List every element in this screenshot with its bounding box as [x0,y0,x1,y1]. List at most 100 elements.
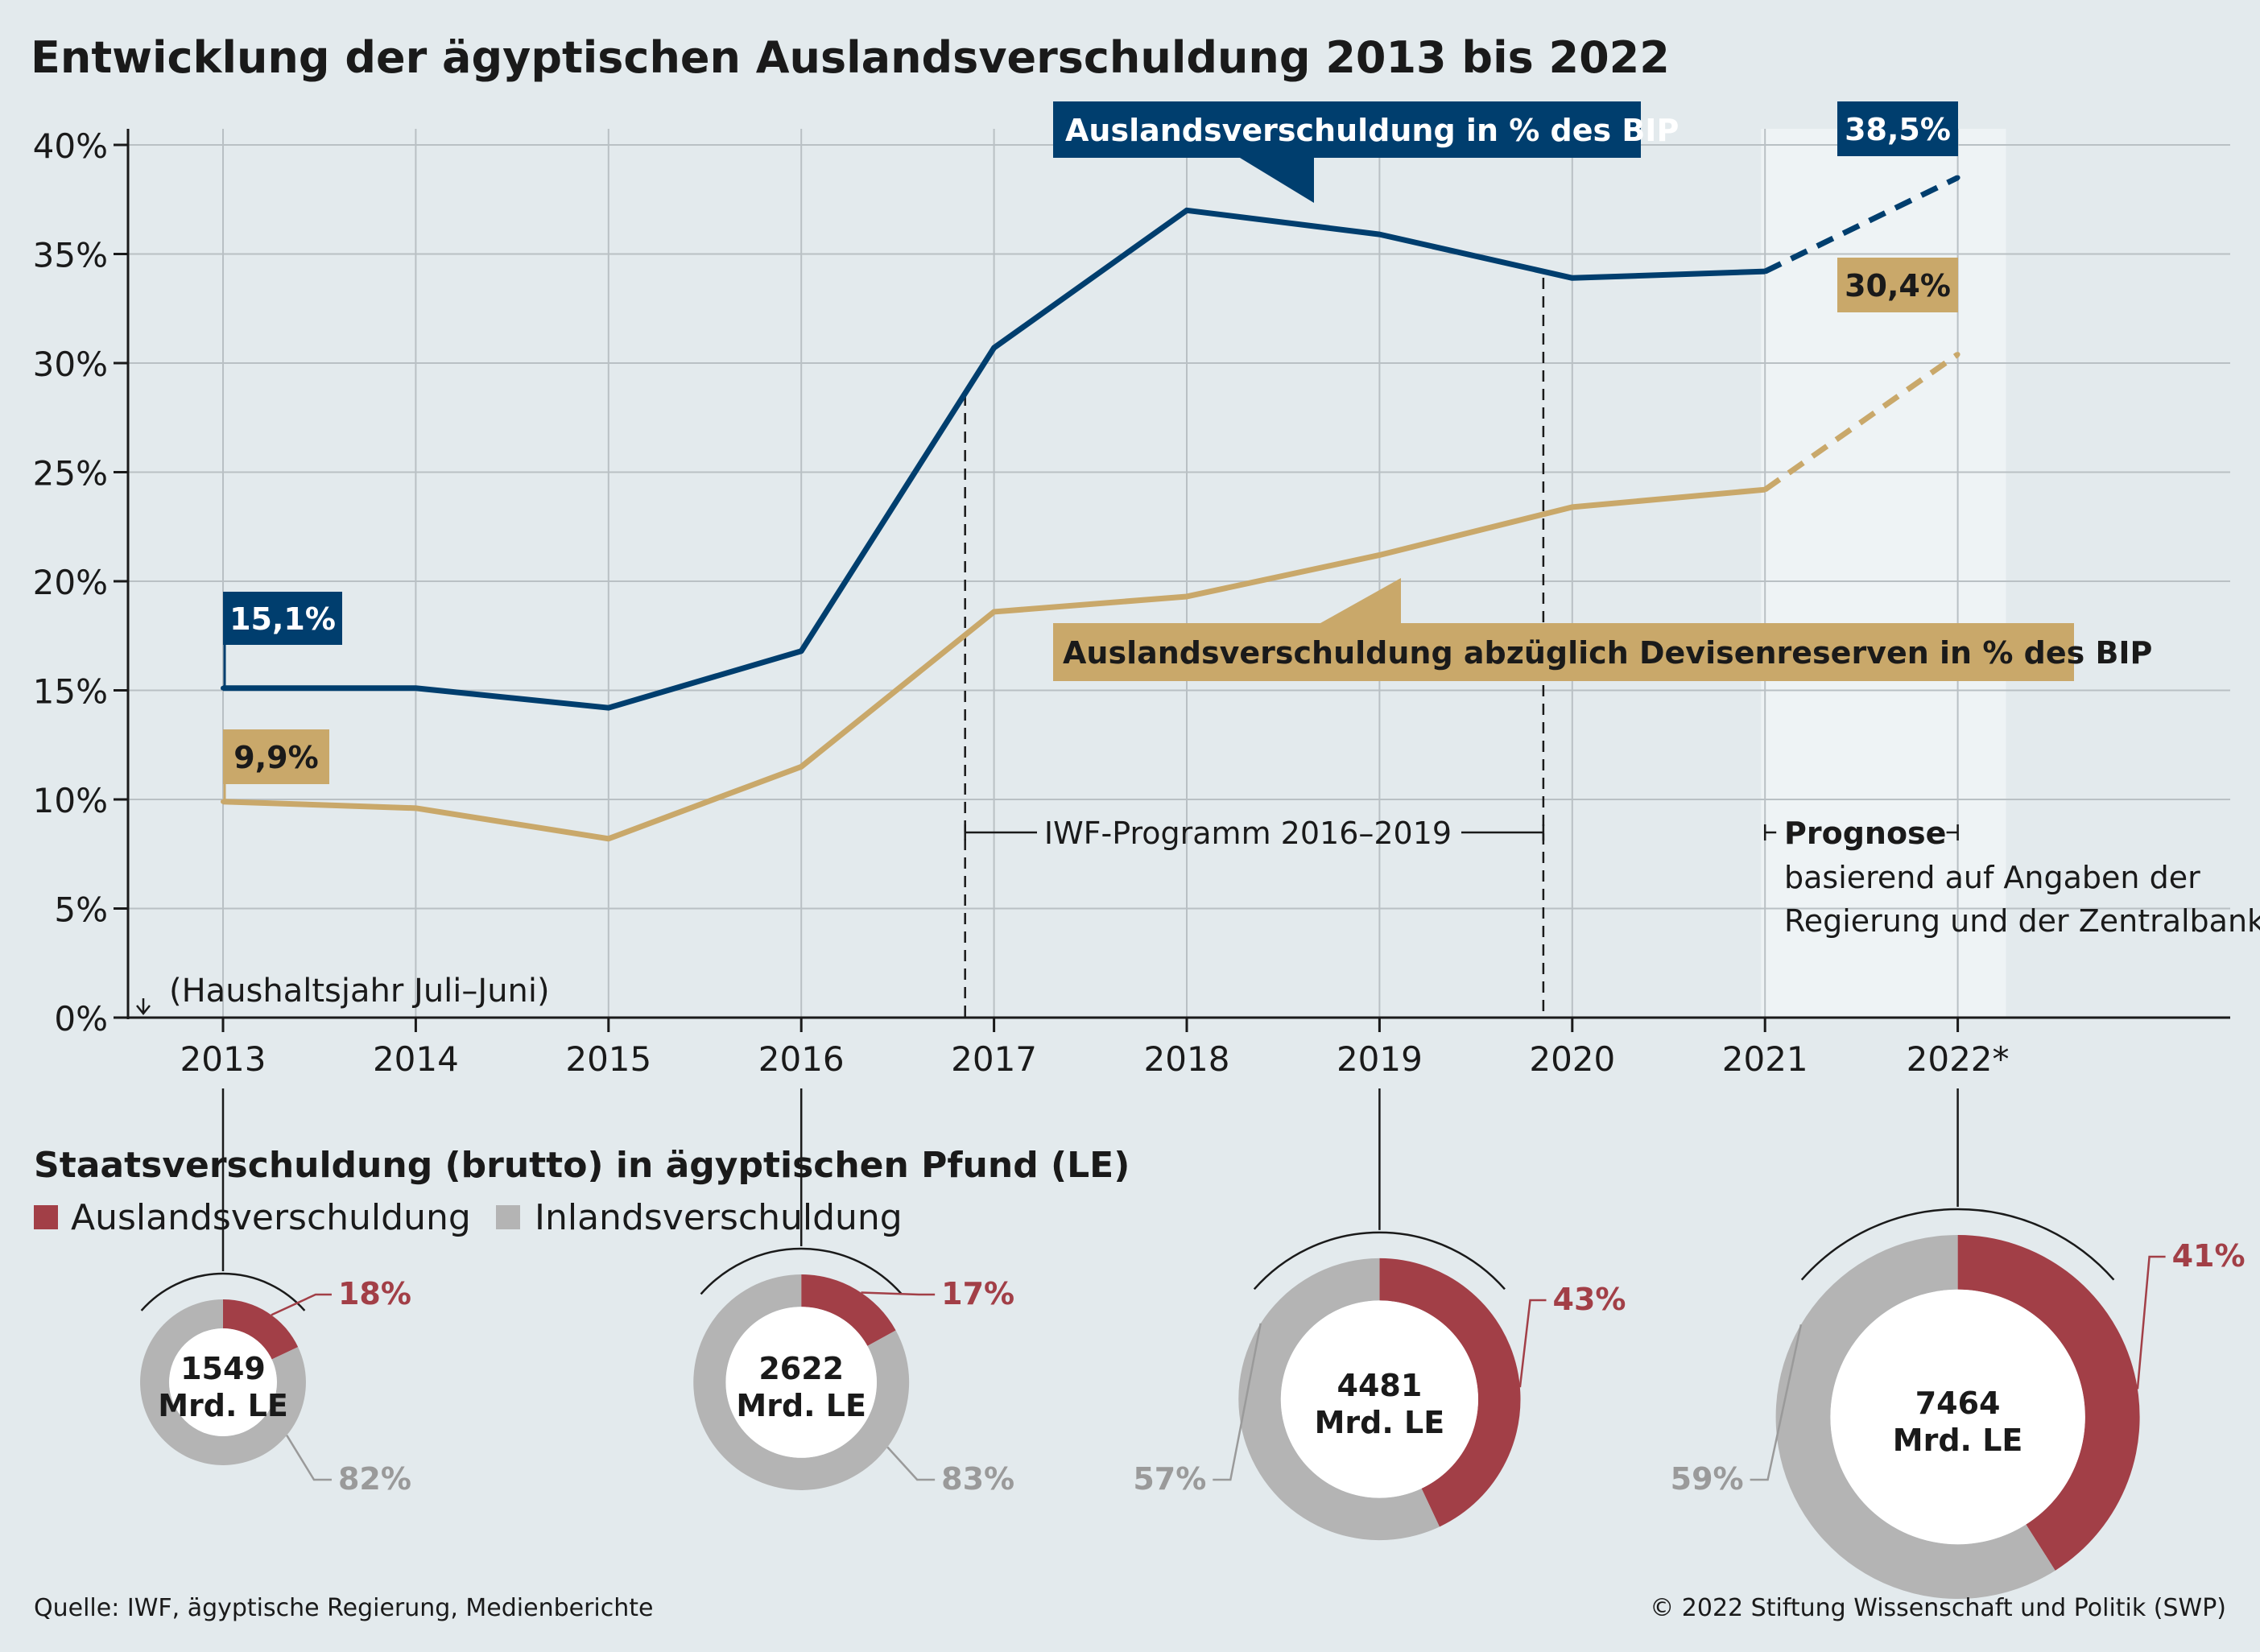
imf-program-label: IWF-Programm 2016–2019 [1044,816,1452,851]
data-point [1377,232,1382,237]
donut-unit: Mrd. LE [1893,1423,2023,1458]
donut-total: 7464 [1915,1386,2001,1421]
donut-hole [1280,1300,1478,1498]
domestic-pct-label: 82% [338,1461,411,1497]
legend-label-domestic: Inlandsverschuldung [535,1197,903,1238]
donut-bracket [140,1272,306,1311]
value-label-box [223,592,342,645]
donut-bracket [1253,1231,1506,1291]
y-tick-label: 30% [33,345,108,384]
x-tick-label: 2014 [373,1039,459,1079]
donut-slice-foreign [223,1299,299,1360]
domestic-pct-label: 57% [1133,1461,1206,1497]
domestic-leader [886,1446,936,1481]
donut-slice-foreign [801,1274,896,1346]
x-tick-label: 2016 [758,1039,845,1079]
donut-total: 2622 [758,1351,844,1386]
foreign-pct-label: 41% [2172,1238,2246,1274]
value-label: 38,5% [1845,112,1951,147]
data-point [991,345,997,351]
value-label-box [1837,101,1958,156]
y-tick-label: 15% [33,672,108,712]
y-tick-label: 20% [33,563,108,602]
foreign-pct-label: 43% [1553,1282,1626,1317]
y-tick-label: 25% [33,454,108,494]
donut-hole [1830,1289,2085,1545]
donut-unit: Mrd. LE [158,1388,288,1423]
legend-label-foreign: Auslandsverschuldung [71,1197,471,1238]
foreign-leader [861,1291,936,1296]
forecast-note: Regierung und der Zentralbank [1784,903,2260,939]
copyright-note: © 2022 Stiftung Wissenschaft und Politik… [1650,1594,2226,1622]
donut-slice-foreign [1957,1235,2140,1571]
y-tick-label: 5% [54,890,108,930]
value-label: 30,4% [1845,268,1951,304]
value-label-box [223,729,329,784]
data-point [1762,269,1768,275]
donut-section-title: Staatsverschuldung (brutto) in ägyptisch… [34,1145,1130,1186]
series-forecast-line-1 [1763,352,1960,493]
legend-swatch-domestic [496,1205,520,1229]
data-point [1955,352,1960,357]
chart-title: Entwicklung der ägyptischen Auslandsvers… [31,32,1670,83]
series-label-blue: Auslandsverschuldung in % des BIP [1065,113,1679,148]
data-point [413,805,419,811]
x-tick-label: 2022* [1907,1039,2010,1079]
donut-hole [169,1328,277,1436]
axis-note-arrow-icon [136,998,151,1016]
legend-box-blue [1053,101,1641,158]
series-forecast-line-0 [1763,175,1960,275]
y-tick-label: 0% [54,999,108,1039]
donut-slice-domestic [1238,1258,1440,1541]
data-point [1569,504,1575,510]
legend-box-gold [1053,623,2074,681]
data-point [799,648,804,654]
x-tick-label: 2013 [180,1039,266,1079]
foreign-leader [271,1293,332,1316]
data-point [1762,487,1768,493]
legend-pointer [1320,578,1401,623]
domestic-leader [286,1435,332,1481]
x-tick-label: 2019 [1337,1039,1423,1079]
x-tick-label: 2018 [1144,1039,1230,1079]
y-tick-label: 40% [33,126,108,166]
foreign-pct-label: 17% [941,1276,1014,1311]
data-point [991,609,997,614]
y-tick-label: 10% [33,781,108,820]
value-label: 9,9% [233,740,318,775]
x-tick-label: 2017 [951,1039,1037,1079]
x-tick-label: 2020 [1529,1039,1615,1079]
data-point [605,705,611,711]
donut-slice-domestic [693,1274,910,1490]
domestic-pct-label: 83% [941,1461,1014,1497]
donut-slice-foreign [1379,1258,1521,1527]
donut-slice-domestic [140,1299,306,1465]
data-point [1955,175,1960,180]
forecast-note: basierend auf Angaben der [1784,860,2200,895]
legend-pointer [1240,158,1314,203]
value-label: 15,1% [229,601,336,637]
donut-hole [725,1307,877,1458]
donut-total: 1549 [180,1351,266,1386]
donut-slice-domestic [1775,1235,2055,1599]
donut-total: 4481 [1337,1368,1423,1403]
donut-unit: Mrd. LE [736,1388,866,1423]
data-point [1569,275,1575,281]
data-point [1184,208,1189,213]
axis-note: (Haushaltsjahr Juli–Juni) [169,973,550,1010]
value-label-box [1837,258,1958,312]
domestic-leader [1213,1323,1262,1481]
legend-swatch-foreign [34,1205,58,1229]
domestic-pct-label: 59% [1671,1461,1744,1497]
donut-bracket [1800,1208,2115,1281]
data-point [1184,593,1189,599]
data-point [605,836,611,841]
y-tick-label: 35% [33,236,108,275]
series-label-gold: Auslandsverschuldung abzüglich Devisenre… [1063,635,2152,671]
